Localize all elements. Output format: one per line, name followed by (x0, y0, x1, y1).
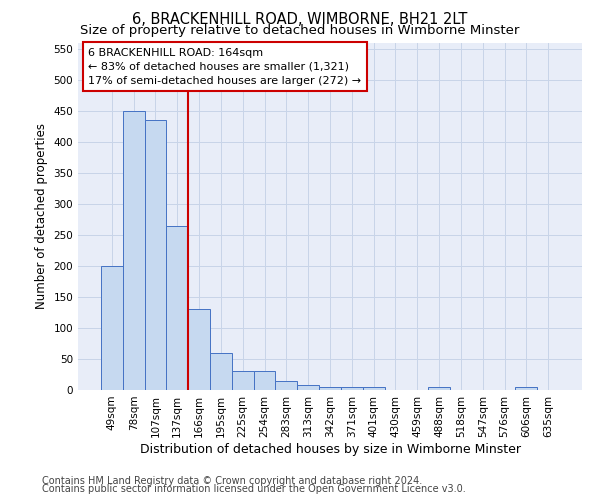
Bar (232, 372, 254, 390)
X-axis label: Distribution of detached houses by size in Wimborne Minster: Distribution of detached houses by size … (139, 442, 521, 456)
Bar (123, 111, 145, 390)
Text: Contains HM Land Registry data © Crown copyright and database right 2024.: Contains HM Land Registry data © Crown c… (42, 476, 422, 486)
Y-axis label: Number of detached properties: Number of detached properties (35, 123, 48, 309)
Bar (341, 387, 363, 390)
Bar (145, 120, 166, 390)
Bar (101, 266, 123, 390)
Bar (254, 372, 275, 390)
Bar (297, 385, 319, 390)
Bar (188, 310, 210, 390)
Text: 6 BRACKENHILL ROAD: 164sqm
← 83% of detached houses are smaller (1,321)
17% of s: 6 BRACKENHILL ROAD: 164sqm ← 83% of deta… (88, 48, 361, 86)
Text: 6, BRACKENHILL ROAD, WIMBORNE, BH21 2LT: 6, BRACKENHILL ROAD, WIMBORNE, BH21 2LT (133, 12, 467, 28)
Bar (319, 387, 341, 390)
Text: Contains public sector information licensed under the Open Government Licence v3: Contains public sector information licen… (42, 484, 466, 494)
Bar (210, 353, 232, 390)
Bar (275, 380, 297, 390)
Bar (363, 387, 385, 390)
Bar (428, 387, 450, 390)
Text: Size of property relative to detached houses in Wimborne Minster: Size of property relative to detached ho… (80, 24, 520, 37)
Bar (515, 387, 537, 390)
Bar (166, 226, 188, 390)
